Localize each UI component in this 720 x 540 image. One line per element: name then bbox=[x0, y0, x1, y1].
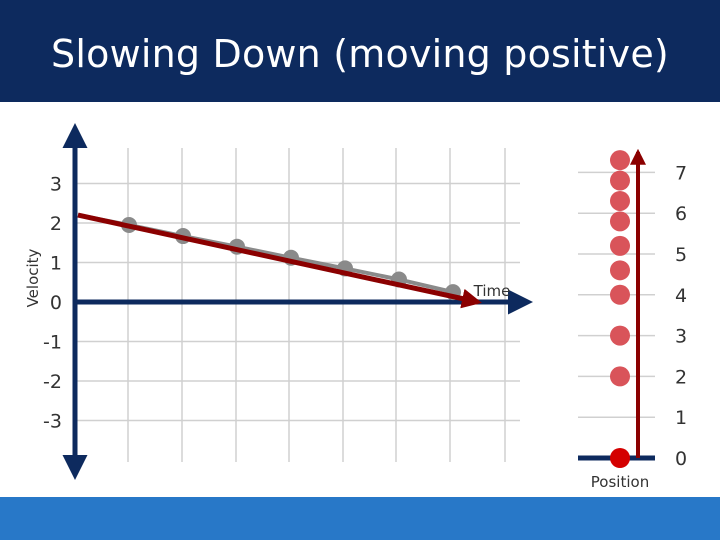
velocity-tick-label: -1 bbox=[43, 332, 62, 354]
position-dot bbox=[610, 260, 630, 281]
position-axis-label: Position bbox=[591, 473, 649, 491]
title-bar: Slowing Down (moving positive) bbox=[0, 0, 720, 102]
position-dot bbox=[610, 366, 630, 387]
position-tick-labels: 7 6 5 4 3 2 1 0 bbox=[675, 162, 687, 470]
velocity-tick-label: -3 bbox=[43, 411, 62, 433]
position-tick-label: 7 bbox=[675, 162, 687, 184]
velocity-line-arrow-icon bbox=[77, 212, 482, 309]
velocity-tick-label: 1 bbox=[50, 253, 62, 275]
position-tick-label: 6 bbox=[675, 203, 687, 225]
position-dot bbox=[610, 284, 630, 305]
position-tick-label: 5 bbox=[675, 244, 687, 266]
position-tick-label: 1 bbox=[675, 407, 687, 429]
velocity-tick-label: -2 bbox=[43, 371, 62, 393]
velocity-grid bbox=[127, 148, 506, 462]
position-dot bbox=[610, 325, 630, 346]
position-dots bbox=[610, 150, 630, 468]
velocity-tick-labels: 3 2 1 0 -1 -2 -3 bbox=[43, 174, 62, 433]
position-dot-current bbox=[610, 448, 630, 468]
position-tick-label: 2 bbox=[675, 366, 687, 388]
slide-title: Slowing Down (moving positive) bbox=[51, 32, 669, 76]
footer-bar bbox=[0, 497, 720, 540]
position-dot bbox=[610, 150, 630, 171]
position-tick-label: 3 bbox=[675, 326, 687, 348]
position-dot bbox=[610, 170, 630, 191]
position-tick-label: 0 bbox=[675, 448, 687, 470]
position-dot bbox=[610, 190, 630, 211]
velocity-tick-label: 3 bbox=[50, 174, 62, 196]
position-dot bbox=[610, 211, 630, 232]
position-dot bbox=[610, 235, 630, 256]
velocity-tick-label: 2 bbox=[50, 213, 62, 235]
velocity-tick-label: 0 bbox=[50, 292, 62, 314]
time-axis-label: Time bbox=[473, 282, 511, 300]
velocity-axis-label: Velocity bbox=[24, 248, 42, 307]
position-tick-label: 4 bbox=[675, 285, 687, 307]
